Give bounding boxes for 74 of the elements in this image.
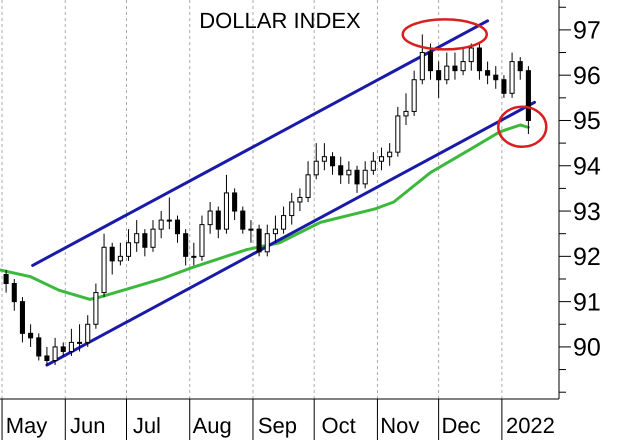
candlestick — [403, 92, 409, 126]
candlestick — [240, 206, 246, 234]
candlestick — [126, 228, 132, 262]
candlestick — [518, 56, 523, 80]
candlestick — [314, 142, 319, 180]
candlestick — [444, 52, 450, 85]
y-tick-label: 90 — [573, 334, 601, 362]
candlestick — [354, 165, 360, 194]
y-tick-label: 93 — [573, 198, 601, 226]
candlestick — [281, 206, 286, 234]
candlestick — [501, 74, 506, 98]
y-tick-label: 94 — [573, 152, 601, 181]
candlestick — [77, 324, 82, 352]
x-tick-label: Aug — [192, 413, 232, 438]
x-tick-label: May — [6, 413, 48, 438]
candlestick — [452, 52, 458, 80]
candlestick — [436, 61, 442, 98]
x-tick-label: Nov — [380, 413, 420, 438]
candlestick — [85, 314, 90, 348]
candlestick — [306, 160, 311, 202]
candlestick — [428, 42, 434, 80]
candlestick — [28, 324, 34, 348]
x-tick-label: Oct — [322, 413, 356, 438]
y-tick-label: 97 — [573, 16, 601, 45]
candlestick — [256, 224, 262, 257]
y-tick-label: 91 — [573, 288, 601, 316]
candlestick — [174, 215, 180, 244]
candlestick — [118, 242, 123, 266]
candlestick — [378, 147, 384, 171]
candlestick — [232, 188, 238, 221]
candlestick — [216, 206, 221, 239]
candlestick — [68, 328, 74, 356]
candlestick — [493, 66, 498, 90]
candlestick — [468, 42, 474, 72]
candlestick — [248, 220, 254, 244]
candlestick — [297, 188, 302, 212]
candlestick — [158, 210, 164, 239]
candlestick — [370, 152, 376, 176]
candlestick — [12, 278, 17, 312]
y-tick-label: 92 — [573, 243, 601, 272]
candlestick — [4, 269, 9, 294]
x-tick-label: 2022 — [506, 413, 555, 438]
candlestick — [338, 156, 344, 184]
x-tick-label: Sep — [258, 413, 298, 438]
candlestick — [476, 42, 482, 80]
y-tick-label: 95 — [573, 107, 601, 136]
candlestick — [44, 346, 50, 366]
candlestick — [191, 242, 196, 266]
candlestick — [60, 342, 66, 356]
chart-title: DOLLAR INDEX — [199, 8, 362, 33]
candlestick — [387, 142, 392, 166]
candlestick — [166, 196, 172, 230]
y-tick-label: 96 — [573, 62, 601, 90]
candlestick — [264, 224, 270, 257]
candlestick — [330, 152, 336, 176]
x-tick-label: Jun — [70, 413, 106, 438]
candlestick — [346, 160, 352, 184]
candlestick — [110, 242, 115, 275]
line-series — [0, 124, 530, 301]
candlestick — [289, 192, 294, 226]
candlestick — [142, 228, 148, 257]
candlestick — [272, 215, 278, 244]
candlestick — [485, 61, 490, 85]
x-tick-label: Dec — [442, 413, 481, 438]
candlestick — [134, 220, 140, 252]
x-tick-label: Jul — [132, 413, 161, 438]
candlestick — [460, 48, 466, 76]
candlestick — [150, 220, 156, 252]
candlestick — [208, 201, 213, 234]
candlestick — [362, 160, 368, 189]
candlestick — [322, 142, 327, 171]
candlestick — [36, 332, 42, 362]
candlestick — [183, 228, 188, 266]
candlestick — [52, 337, 58, 366]
